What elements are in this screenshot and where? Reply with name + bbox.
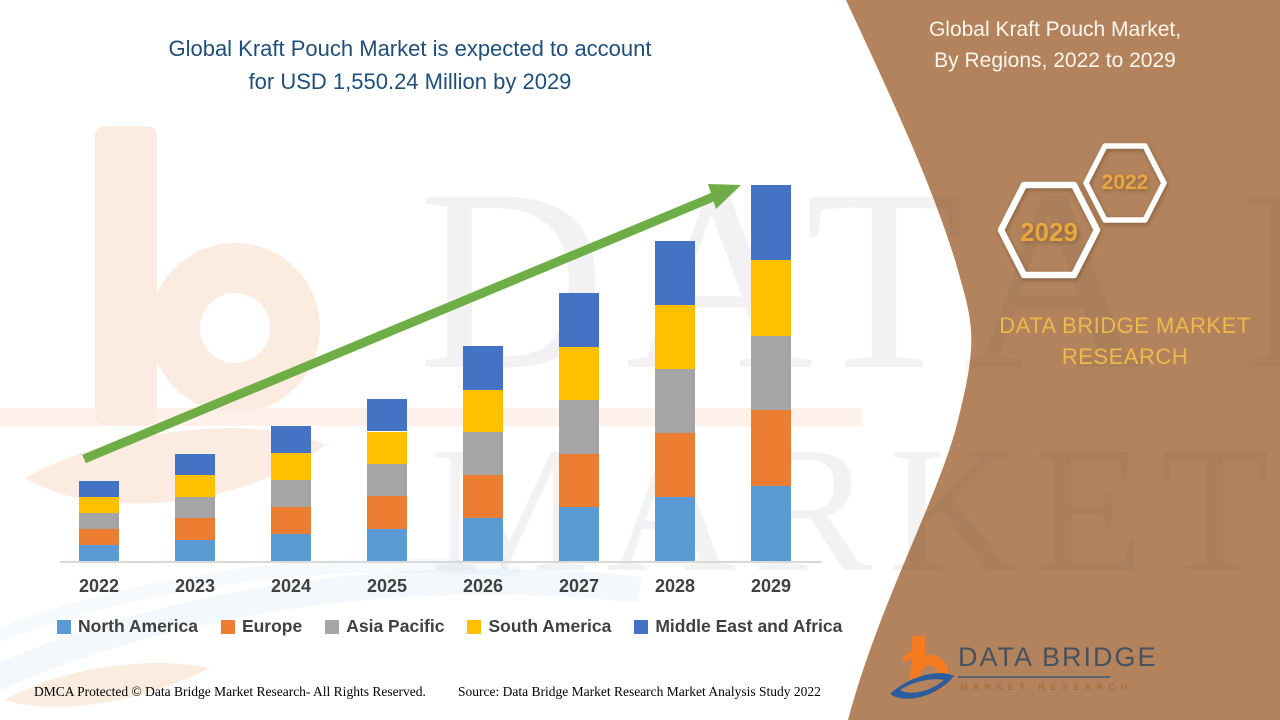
page-title: Global Kraft Pouch Market is expected to…	[90, 32, 730, 98]
logo-name: DATA BRIDGE	[958, 642, 1158, 672]
legend-label: Europe	[241, 616, 303, 636]
bar-segment	[367, 464, 407, 497]
bar-segment	[175, 539, 215, 561]
bar-segment	[463, 518, 503, 561]
hexagon-outline-icon	[1083, 143, 1167, 223]
bar-segment	[751, 485, 791, 561]
bar-segment	[559, 293, 599, 347]
bar-segment	[751, 410, 791, 486]
bar-segment	[655, 432, 695, 497]
bar-segment	[559, 346, 599, 401]
page-title-line2: for USD 1,550.24 Million by 2029	[248, 69, 572, 94]
source-note: Source: Data Bridge Market Research Mark…	[458, 684, 821, 699]
legend-label: North America	[78, 616, 198, 636]
legend-item: South America	[467, 616, 611, 637]
hexagon-badge-2022: 2022	[1083, 143, 1167, 223]
chart-legend: North America Europe Asia Pacific South Ame…	[57, 616, 842, 637]
bar-segment	[175, 496, 215, 519]
bar-segment	[655, 240, 695, 305]
bar-segment	[271, 480, 311, 508]
hexagon-badge-2029: 2029	[997, 181, 1101, 279]
dmca-notice: DMCA Protected © Data Bridge Market Rese…	[34, 684, 426, 699]
bar-segment	[367, 528, 407, 561]
bar-segment	[559, 454, 599, 508]
page-title-line1: Global Kraft Pouch Market is expected to…	[168, 36, 652, 61]
legend-item: Europe	[220, 616, 303, 637]
bar-segment	[79, 496, 119, 513]
panel-heading-line2: By Regions, 2022 to 2029	[934, 49, 1176, 72]
logo-rule	[958, 676, 1110, 678]
data-bridge-logo-icon	[890, 636, 954, 699]
legend-label: Middle East and Africa	[655, 616, 843, 636]
bar-segment	[175, 518, 215, 540]
x-axis-line	[60, 561, 822, 563]
legend-swatch-icon	[325, 619, 340, 634]
bar-segment	[271, 534, 311, 561]
legend-label: Asia Pacific	[346, 616, 445, 636]
brand-text: DATA BRIDGE MARKET RESEARCH	[960, 310, 1280, 372]
bar-segment	[79, 544, 119, 561]
brand-text-line2: RESEARCH	[1061, 344, 1189, 369]
legend-label: South America	[488, 616, 612, 636]
logo-subtitle: MARKET RESEARCH	[960, 682, 1133, 692]
hexagon-outline-icon	[997, 181, 1101, 279]
bar-segment	[175, 454, 215, 476]
bar-segment	[463, 475, 503, 519]
bar-segment	[367, 496, 407, 529]
hexagon-small-label: 2022	[1101, 171, 1149, 194]
bar-segment	[175, 475, 215, 497]
bar-chart	[79, 185, 791, 561]
legend-item: North America	[57, 616, 198, 637]
hexagon-large-label: 2029	[1020, 217, 1078, 247]
bar-segment	[271, 425, 311, 454]
bar-segment	[271, 453, 311, 481]
bar-segment	[559, 507, 599, 561]
legend-item: Asia Pacific	[325, 616, 444, 637]
bar-segment	[463, 389, 503, 433]
bar-segment	[751, 335, 791, 411]
bar-segment	[367, 431, 407, 464]
legend-swatch-icon	[57, 619, 71, 634]
bar-segment	[463, 432, 503, 476]
bar-segment	[655, 304, 695, 369]
legend-item: Middle East and Africa	[634, 616, 842, 637]
bar-segment	[559, 400, 599, 455]
panel-heading: Global Kraft Pouch Market, By Regions, 2…	[900, 14, 1210, 76]
bar-segment	[367, 399, 407, 432]
bar-segment	[79, 512, 119, 529]
bar-segment	[655, 496, 695, 561]
legend-swatch-icon	[220, 619, 235, 634]
bar-segment	[271, 507, 311, 535]
data-bridge-logo: DATA BRIDGE MARKET RESEARCH	[886, 630, 1156, 710]
legend-swatch-icon	[467, 619, 482, 634]
bar-segment	[463, 346, 503, 390]
bar-segment	[79, 528, 119, 545]
bar-segment	[751, 260, 791, 336]
bar-segment	[655, 368, 695, 433]
legend-swatch-icon	[634, 619, 649, 634]
bar-segment	[751, 185, 791, 261]
bar-segment	[79, 480, 119, 497]
brand-text-line1: DATA BRIDGE MARKET	[999, 313, 1251, 338]
panel-heading-line1: Global Kraft Pouch Market,	[928, 18, 1182, 41]
